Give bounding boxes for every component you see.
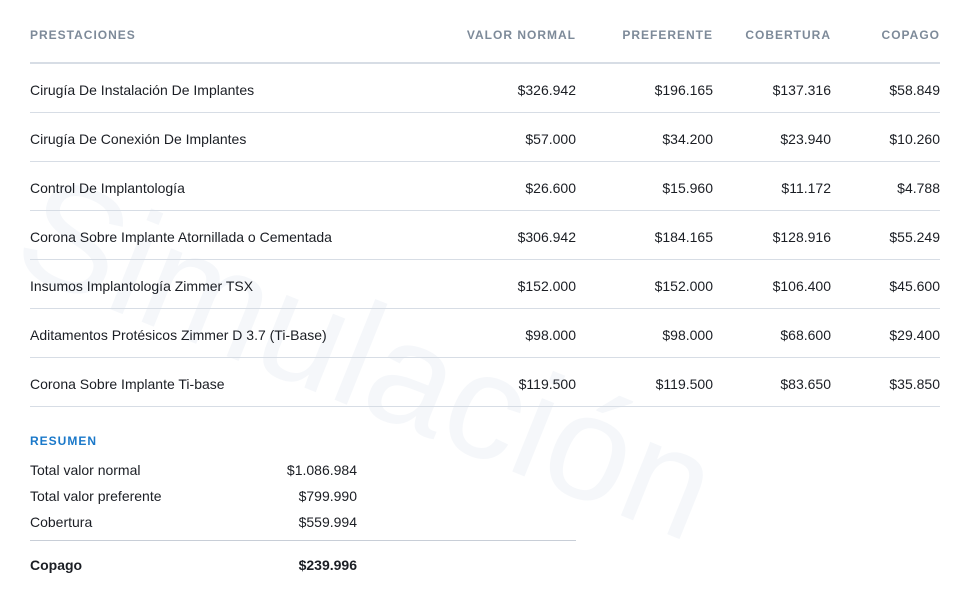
- summary-label: Copago: [30, 557, 83, 573]
- row-cobertura: $106.400: [772, 278, 831, 294]
- row-copago: $4.788: [897, 180, 940, 196]
- table-row: Control De Implantología $26.600 $15.960…: [30, 162, 940, 211]
- table-row: Aditamentos Protésicos Zimmer D 3.7 (Ti-…: [30, 309, 940, 358]
- row-preferente: $196.165: [654, 82, 713, 98]
- row-valor-normal: $57.000: [525, 131, 576, 147]
- row-cobertura: $68.600: [780, 327, 831, 343]
- header-copago: COPAGO: [881, 28, 940, 42]
- summary-divider: [30, 540, 576, 555]
- summary-row-copago: Copago $239.996: [30, 555, 576, 581]
- row-cobertura: $11.172: [781, 180, 831, 196]
- row-valor-normal: $26.600: [525, 180, 576, 196]
- row-copago: $10.260: [889, 131, 940, 147]
- summary-title: RESUMEN: [30, 434, 98, 448]
- header-preferente: PREFERENTE: [622, 28, 713, 42]
- row-cobertura: $23.940: [780, 131, 831, 147]
- summary-value: $799.990: [298, 488, 357, 504]
- header-prestaciones: PRESTACIONES: [30, 28, 136, 42]
- row-copago: $45.600: [889, 278, 940, 294]
- summary-value: $1.086.984: [286, 462, 357, 478]
- row-copago: $35.850: [889, 376, 940, 392]
- header-valor-normal: VALOR NORMAL: [466, 28, 576, 42]
- table-row: Cirugía De Conexión De Implantes $57.000…: [30, 113, 940, 162]
- table-row: Cirugía De Instalación De Implantes $326…: [30, 64, 940, 113]
- row-name: Cirugía De Conexión De Implantes: [30, 131, 247, 147]
- table-header-row: PRESTACIONES VALOR NORMAL PREFERENTE COB…: [30, 0, 940, 64]
- row-valor-normal: $306.942: [517, 229, 576, 245]
- row-copago: $55.249: [889, 229, 940, 245]
- row-preferente: $152.000: [654, 278, 713, 294]
- row-cobertura: $137.316: [772, 82, 831, 98]
- row-valor-normal: $119.500: [518, 376, 576, 392]
- row-preferente: $34.200: [662, 131, 713, 147]
- summary-row-total-normal: Total valor normal $1.086.984: [30, 460, 576, 486]
- row-copago: $29.400: [889, 327, 940, 343]
- benefits-table: PRESTACIONES VALOR NORMAL PREFERENTE COB…: [30, 0, 940, 407]
- row-valor-normal: $326.942: [517, 82, 576, 98]
- row-name: Corona Sobre Implante Atornillada o Ceme…: [30, 229, 332, 245]
- summary-label: Total valor normal: [30, 462, 141, 478]
- table-row: Corona Sobre Implante Ti-base $119.500 $…: [30, 358, 940, 407]
- row-preferente: $98.000: [662, 327, 713, 343]
- table-row: Corona Sobre Implante Atornillada o Ceme…: [30, 211, 940, 260]
- row-valor-normal: $152.000: [517, 278, 576, 294]
- row-name: Cirugía De Instalación De Implantes: [30, 82, 255, 98]
- summary-value: $559.994: [298, 514, 357, 530]
- row-preferente: $15.960: [662, 180, 713, 196]
- row-cobertura: $128.916: [772, 229, 831, 245]
- header-cobertura: COBERTURA: [745, 28, 831, 42]
- row-name: Aditamentos Protésicos Zimmer D 3.7 (Ti-…: [30, 327, 327, 343]
- table-row: Insumos Implantología Zimmer TSX $152.00…: [30, 260, 940, 309]
- row-copago: $58.849: [889, 82, 940, 98]
- row-cobertura: $83.650: [780, 376, 831, 392]
- summary-value: $239.996: [298, 557, 357, 573]
- row-name: Corona Sobre Implante Ti-base: [30, 376, 225, 392]
- row-valor-normal: $98.000: [525, 327, 576, 343]
- summary-row-cobertura: Cobertura $559.994: [30, 512, 576, 538]
- row-name: Insumos Implantología Zimmer TSX: [30, 278, 254, 294]
- summary-row-total-preferente: Total valor preferente $799.990: [30, 486, 576, 512]
- summary-section: RESUMEN Total valor normal $1.086.984 To…: [30, 434, 576, 581]
- row-preferente: $119.500: [655, 376, 713, 392]
- row-name: Control De Implantología: [30, 180, 185, 196]
- summary-label: Total valor preferente: [30, 488, 162, 504]
- row-preferente: $184.165: [654, 229, 713, 245]
- summary-label: Cobertura: [30, 514, 93, 530]
